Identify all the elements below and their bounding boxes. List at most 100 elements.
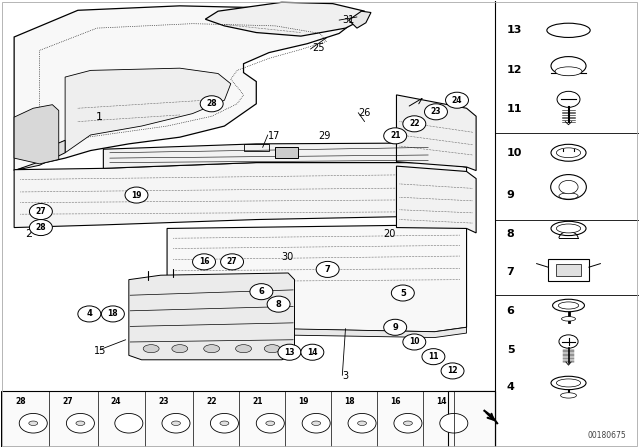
Text: 4: 4: [507, 383, 515, 392]
Text: 11: 11: [428, 352, 438, 361]
Text: 15: 15: [94, 346, 106, 356]
Text: 17: 17: [268, 131, 280, 141]
Ellipse shape: [561, 393, 577, 398]
Text: 23: 23: [158, 397, 168, 406]
Polygon shape: [167, 327, 467, 337]
Circle shape: [422, 349, 445, 365]
Text: 28: 28: [15, 397, 26, 406]
Ellipse shape: [403, 421, 412, 426]
Text: 22: 22: [207, 397, 217, 406]
Ellipse shape: [556, 148, 580, 158]
Text: 27: 27: [62, 397, 73, 406]
Text: 20: 20: [384, 229, 396, 239]
Circle shape: [403, 334, 426, 350]
Text: 29: 29: [319, 131, 331, 141]
Text: 18: 18: [344, 397, 355, 406]
Polygon shape: [349, 11, 371, 28]
Ellipse shape: [551, 221, 586, 236]
Text: 21: 21: [390, 131, 401, 140]
Polygon shape: [275, 147, 298, 158]
Circle shape: [384, 319, 406, 335]
Text: 6: 6: [259, 287, 264, 296]
Text: 2: 2: [26, 229, 33, 239]
Text: 13: 13: [284, 348, 294, 357]
Polygon shape: [65, 68, 231, 153]
Text: 19: 19: [131, 190, 141, 199]
Text: 31: 31: [342, 15, 355, 25]
FancyBboxPatch shape: [548, 259, 589, 280]
Circle shape: [193, 254, 216, 270]
Circle shape: [29, 203, 52, 220]
Text: 4: 4: [86, 310, 92, 319]
Text: 14: 14: [307, 348, 317, 357]
Circle shape: [101, 306, 124, 322]
Text: 18: 18: [108, 310, 118, 319]
Polygon shape: [14, 140, 65, 171]
Ellipse shape: [358, 421, 367, 426]
Text: 8: 8: [507, 229, 515, 239]
Ellipse shape: [552, 299, 584, 312]
Text: 24: 24: [452, 96, 462, 105]
Circle shape: [392, 285, 414, 301]
Polygon shape: [205, 2, 365, 36]
Text: 10: 10: [409, 337, 420, 346]
Polygon shape: [103, 143, 467, 168]
Text: 13: 13: [507, 26, 522, 35]
Ellipse shape: [172, 345, 188, 353]
Text: 7: 7: [324, 265, 330, 274]
Ellipse shape: [547, 23, 590, 38]
Ellipse shape: [551, 56, 586, 75]
Circle shape: [384, 128, 406, 144]
Circle shape: [441, 363, 464, 379]
Text: 7: 7: [507, 267, 515, 276]
Text: 22: 22: [409, 119, 420, 128]
Ellipse shape: [143, 345, 159, 353]
Circle shape: [557, 91, 580, 108]
Circle shape: [267, 296, 290, 312]
Circle shape: [301, 344, 324, 360]
Circle shape: [200, 96, 223, 112]
Polygon shape: [14, 163, 467, 228]
Text: 27: 27: [227, 257, 237, 267]
Text: 9: 9: [507, 190, 515, 200]
Ellipse shape: [204, 345, 220, 353]
Circle shape: [445, 92, 468, 108]
Circle shape: [29, 220, 52, 236]
Circle shape: [78, 306, 100, 322]
Text: 21: 21: [252, 397, 263, 406]
Text: 5: 5: [400, 289, 406, 297]
Text: 8: 8: [276, 300, 282, 309]
Ellipse shape: [551, 376, 586, 390]
Text: 1: 1: [96, 112, 102, 122]
Text: 6: 6: [507, 306, 515, 316]
Text: 3: 3: [342, 371, 348, 381]
Text: 16: 16: [199, 257, 209, 267]
Circle shape: [221, 254, 244, 270]
Polygon shape: [396, 95, 476, 171]
Polygon shape: [167, 225, 467, 332]
Circle shape: [550, 175, 586, 199]
Text: 5: 5: [507, 345, 515, 354]
Text: 19: 19: [298, 397, 308, 406]
Text: 24: 24: [111, 397, 122, 406]
FancyBboxPatch shape: [1, 391, 495, 447]
Circle shape: [19, 414, 47, 433]
Circle shape: [348, 414, 376, 433]
Circle shape: [394, 414, 422, 433]
Ellipse shape: [555, 67, 582, 76]
Circle shape: [115, 414, 143, 433]
Text: 27: 27: [36, 207, 46, 216]
Circle shape: [125, 187, 148, 203]
Circle shape: [211, 414, 239, 433]
Ellipse shape: [264, 345, 280, 353]
Circle shape: [278, 344, 301, 360]
Ellipse shape: [556, 379, 580, 387]
Text: 00180675: 00180675: [587, 431, 626, 440]
Ellipse shape: [29, 421, 38, 426]
Text: 25: 25: [312, 43, 325, 53]
Text: 23: 23: [431, 108, 441, 116]
Ellipse shape: [220, 421, 229, 426]
Circle shape: [250, 284, 273, 300]
Polygon shape: [396, 166, 476, 233]
Ellipse shape: [312, 421, 321, 426]
